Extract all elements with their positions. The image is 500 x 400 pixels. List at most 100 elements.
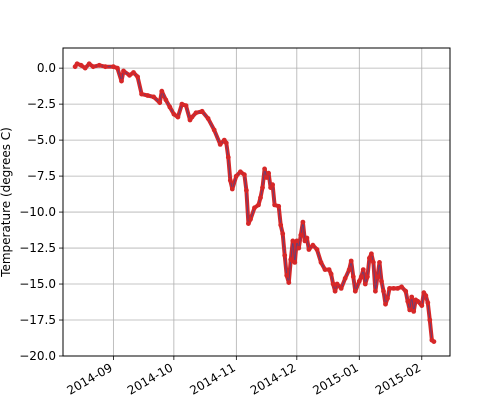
data-point [395, 286, 400, 291]
data-point [379, 278, 384, 284]
data-point [306, 247, 312, 252]
y-tick-label: 0.0 [37, 61, 56, 75]
data-point [415, 298, 421, 304]
data-point [377, 260, 382, 265]
data-point [145, 93, 151, 98]
data-point [356, 278, 362, 284]
data-point [423, 293, 429, 298]
data-point [179, 101, 185, 107]
data-point [272, 202, 277, 208]
data-point [163, 97, 169, 103]
data-point [280, 231, 286, 237]
data-point [131, 70, 136, 75]
y-axis: 0.0 −2.5 −5.0 −7.5 −10.0 −12.5 −15.0 −17.5 −20.0 [19, 61, 63, 363]
data-point [127, 72, 132, 78]
temperature-series-core-line [74, 63, 435, 342]
x-axis: 2014-09 2014-10 2014-11 2014-12 2015-01 2015-… [64, 356, 423, 398]
data-point [373, 288, 378, 294]
data-point [365, 274, 370, 280]
data-point [407, 307, 413, 313]
data-point [258, 195, 263, 201]
data-point [371, 260, 376, 265]
data-point [260, 185, 265, 191]
data-point [342, 275, 348, 281]
data-point [102, 64, 108, 70]
data-point [387, 286, 392, 291]
y-tick-label: −20.0 [19, 349, 56, 363]
data-point [284, 273, 290, 278]
data-point [223, 140, 229, 146]
y-axis-label: Temperature (degrees C) [0, 127, 13, 278]
data-point [167, 104, 173, 110]
data-point [332, 288, 338, 294]
data-point [111, 64, 116, 70]
data-point [262, 166, 267, 172]
data-point [294, 238, 300, 244]
data-point [233, 173, 239, 179]
data-point [298, 232, 304, 238]
x-tick-label: 2015-02 [373, 360, 423, 397]
data-point [193, 110, 199, 116]
plot-frame [62, 47, 451, 357]
data-point [300, 219, 306, 225]
data-point [229, 186, 235, 192]
data-point [431, 339, 437, 344]
data-point [338, 286, 344, 291]
data-point [348, 258, 354, 264]
data-point [217, 142, 223, 147]
y-tick-label: −17.5 [19, 313, 56, 327]
data-point [310, 242, 316, 248]
data-point [419, 303, 425, 308]
data-point [328, 271, 334, 277]
data-point [227, 178, 233, 183]
data-point [175, 114, 181, 120]
data-point [411, 309, 417, 314]
y-tick-label: −2.5 [27, 97, 56, 111]
data-point [266, 170, 271, 176]
data-point [159, 88, 165, 94]
data-point [256, 202, 261, 208]
x-tick-label: 2014-12 [248, 360, 298, 397]
data-point [334, 281, 340, 287]
data-point [135, 74, 141, 80]
data-point [352, 288, 358, 294]
data-point [183, 103, 189, 108]
series-layer [72, 61, 437, 344]
x-tick-label: 2014-09 [64, 360, 114, 397]
data-point [427, 317, 433, 323]
data-point [292, 260, 298, 265]
data-point [409, 294, 415, 300]
data-point [350, 274, 356, 280]
data-point [199, 108, 205, 114]
data-point [90, 64, 96, 70]
data-point [82, 65, 88, 71]
data-point [238, 169, 243, 175]
data-point [157, 100, 163, 106]
y-tick-label: −7.5 [27, 169, 56, 183]
data-point [358, 274, 364, 280]
y-tick-label: −12.5 [19, 241, 56, 255]
data-point [121, 68, 126, 74]
data-point [74, 61, 80, 67]
data-point [346, 267, 352, 272]
data-point [189, 114, 195, 120]
x-tick-label: 2014-10 [125, 360, 175, 397]
data-point [330, 281, 336, 287]
plot-background [63, 48, 450, 356]
x-tick-label: 2014-11 [187, 360, 237, 397]
data-point [211, 127, 217, 133]
data-point [139, 91, 145, 97]
data-point [205, 116, 211, 121]
x-tick-label: 2015-01 [310, 360, 360, 397]
data-point [282, 252, 288, 258]
data-point [322, 267, 328, 272]
data-point [375, 274, 380, 280]
data-point [314, 247, 320, 252]
data-point [290, 238, 296, 244]
data-point [276, 203, 282, 209]
data-point [286, 280, 292, 285]
y-tick-label: −15.0 [19, 277, 56, 291]
data-point [78, 62, 84, 68]
data-point [248, 216, 253, 222]
